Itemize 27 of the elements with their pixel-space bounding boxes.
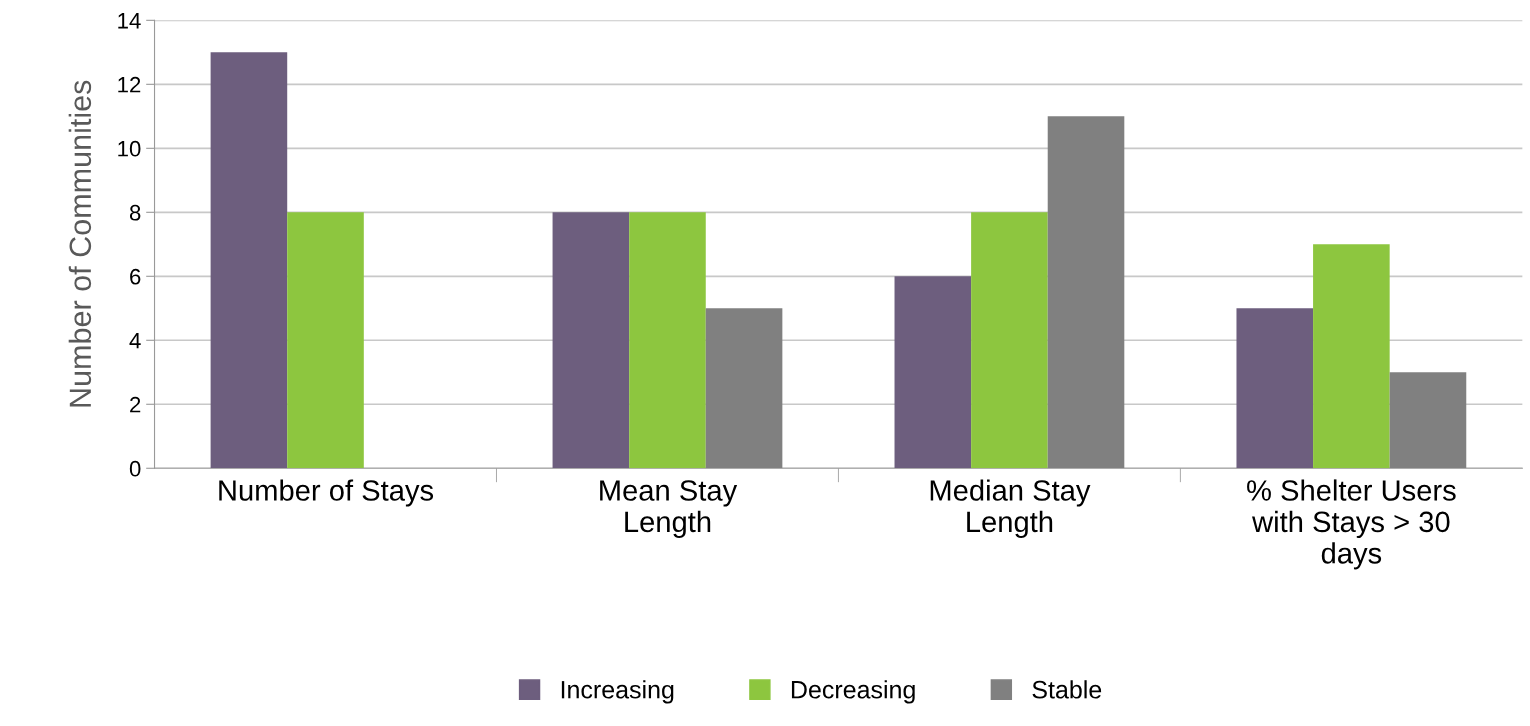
y-tick-label: 10: [118, 140, 141, 157]
bar: [1236, 308, 1314, 469]
y-tick-label: 12: [118, 76, 141, 93]
y-tick-label: 14: [118, 13, 141, 29]
y-tick-label: 4: [129, 333, 141, 349]
x-tick-label: Median Stay Length: [930, 479, 1091, 538]
bar: [552, 212, 630, 469]
y-tick-label: 0: [129, 460, 141, 477]
y-tick-label: 2: [130, 396, 141, 413]
legend-label: Decreasing: [791, 680, 915, 704]
bar: [705, 308, 783, 469]
x-tick-label: % Shelter Users with Stays > 30 days: [1247, 479, 1456, 570]
legend-label: Stable: [1032, 680, 1102, 699]
x-tick-label: Mean Stay Length: [600, 480, 738, 538]
y-tick-label: 6: [130, 268, 141, 285]
bar: [287, 212, 364, 469]
legend-label: Increasing: [561, 680, 674, 704]
x-tick-label: Number of Stays: [219, 479, 434, 507]
y-tick-label: 8: [129, 204, 141, 221]
bar: [210, 52, 288, 469]
bar: [1047, 116, 1125, 469]
bar: [1389, 372, 1467, 469]
bar: [629, 212, 706, 469]
y-axis-title: Number of Communities: [68, 80, 92, 407]
bar: [971, 212, 1048, 469]
bar: [894, 276, 972, 469]
bar: [1313, 244, 1390, 469]
